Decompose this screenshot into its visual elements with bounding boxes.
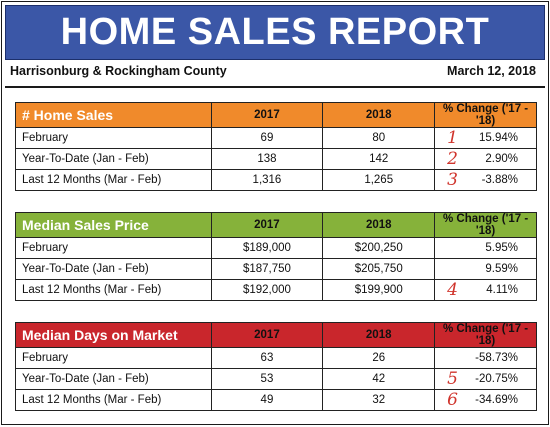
table-row: Last 12 Months (Mar - Feb) $192,000 $199… — [15, 279, 537, 301]
row-label: February — [15, 347, 212, 369]
value-2017: $192,000 — [210, 279, 324, 301]
value-2018: 26 — [322, 347, 436, 369]
row-label: February — [15, 127, 212, 149]
percent-value: 5.95% — [485, 242, 518, 254]
percent-value: -34.69% — [475, 394, 518, 406]
table-row: Last 12 Months (Mar - Feb) 49 32 6 -34.69… — [15, 389, 537, 411]
table-row: Year-To-Date (Jan - Feb) 138 142 2 2.90% — [15, 148, 537, 170]
percent-change: -58.73% — [434, 347, 537, 369]
column-header-2017: 2017 — [210, 102, 324, 128]
title-banner: HOME SALES REPORT — [5, 5, 545, 60]
row-label: Year-To-Date (Jan - Feb) — [15, 148, 212, 170]
value-2018: 80 — [322, 127, 436, 149]
annotation-number: 4 — [447, 280, 458, 300]
table-row: Last 12 Months (Mar - Feb) 1,316 1,265 3… — [15, 169, 537, 191]
median-days-on-market-table: Median Days on Market 2017 2018 % Change… — [15, 322, 537, 411]
percent-value: -58.73% — [475, 352, 518, 364]
row-label: Last 12 Months (Mar - Feb) — [15, 389, 212, 411]
value-2017: 138 — [210, 148, 324, 170]
table-title: Median Days on Market — [15, 322, 212, 348]
percent-value: 9.59% — [485, 263, 518, 275]
median-sales-price-table: Median Sales Price 2017 2018 % Change ('… — [15, 212, 537, 301]
table-title: Median Sales Price — [15, 212, 212, 238]
value-2017: 53 — [210, 368, 324, 390]
row-label: Last 12 Months (Mar - Feb) — [15, 169, 212, 191]
annotation-number: 5 — [447, 369, 458, 389]
value-2017: 69 — [210, 127, 324, 149]
value-2018: $199,900 — [322, 279, 436, 301]
table-row: February $189,000 $200,250 5.95% — [15, 237, 537, 259]
column-header-change: % Change ('17 - '18) — [434, 322, 537, 348]
value-2018: 1,265 — [322, 169, 436, 191]
value-2018: $205,750 — [322, 258, 436, 280]
value-2017: 63 — [210, 347, 324, 369]
row-label: Last 12 Months (Mar - Feb) — [15, 279, 212, 301]
value-2017: 49 — [210, 389, 324, 411]
percent-value: 15.94% — [478, 132, 518, 144]
row-label: February — [15, 237, 212, 259]
region-label: Harrisonburg & Rockingham County — [10, 64, 227, 78]
value-2018: 42 — [322, 368, 436, 390]
percent-change: 9.59% — [434, 258, 537, 280]
annotation-number: 6 — [447, 390, 458, 410]
table-title: # Home Sales — [15, 102, 212, 128]
home-sales-table: # Home Sales 2017 2018 % Change ('17 - '… — [15, 102, 537, 191]
table-header-row: Median Days on Market 2017 2018 % Change… — [15, 322, 537, 348]
column-header-change: % Change ('17 - '18) — [434, 212, 537, 238]
percent-value: 2.90% — [485, 153, 518, 165]
percent-value: 4.11% — [486, 284, 518, 296]
report-title: HOME SALES REPORT — [60, 11, 490, 53]
percent-change: 6 -34.69% — [434, 389, 537, 411]
column-header-2018: 2018 — [322, 322, 436, 348]
value-2017: 1,316 — [210, 169, 324, 191]
row-label: Year-To-Date (Jan - Feb) — [15, 258, 212, 280]
subheader: Harrisonburg & Rockingham County March 1… — [10, 64, 540, 82]
header-divider — [5, 86, 545, 88]
column-header-2018: 2018 — [322, 102, 436, 128]
percent-value: -20.75% — [475, 373, 518, 385]
annotation-number: 3 — [447, 170, 458, 190]
percent-change: 4 4.11% — [434, 279, 537, 301]
column-header-change: % Change ('17 - '18) — [434, 102, 537, 128]
table-row: Year-To-Date (Jan - Feb) $187,750 $205,7… — [15, 258, 537, 280]
column-header-2018: 2018 — [322, 212, 436, 238]
percent-value: -3.88% — [481, 174, 518, 186]
column-header-2017: 2017 — [210, 322, 324, 348]
table-row: Year-To-Date (Jan - Feb) 53 42 5 -20.75% — [15, 368, 537, 390]
column-header-2017: 2017 — [210, 212, 324, 238]
annotation-number: 1 — [447, 128, 458, 148]
row-label: Year-To-Date (Jan - Feb) — [15, 368, 212, 390]
table-row: February 69 80 1 15.94% — [15, 127, 537, 149]
percent-change: 1 15.94% — [434, 127, 537, 149]
percent-change: 5 -20.75% — [434, 368, 537, 390]
percent-change: 2 2.90% — [434, 148, 537, 170]
table-header-row: Median Sales Price 2017 2018 % Change ('… — [15, 212, 537, 238]
annotation-number: 2 — [447, 149, 458, 169]
value-2018: $200,250 — [322, 237, 436, 259]
value-2017: $189,000 — [210, 237, 324, 259]
report-date: March 12, 2018 — [447, 64, 536, 78]
percent-change: 5.95% — [434, 237, 537, 259]
table-header-row: # Home Sales 2017 2018 % Change ('17 - '… — [15, 102, 537, 128]
table-row: February 63 26 -58.73% — [15, 347, 537, 369]
value-2017: $187,750 — [210, 258, 324, 280]
value-2018: 142 — [322, 148, 436, 170]
value-2018: 32 — [322, 389, 436, 411]
percent-change: 3 -3.88% — [434, 169, 537, 191]
